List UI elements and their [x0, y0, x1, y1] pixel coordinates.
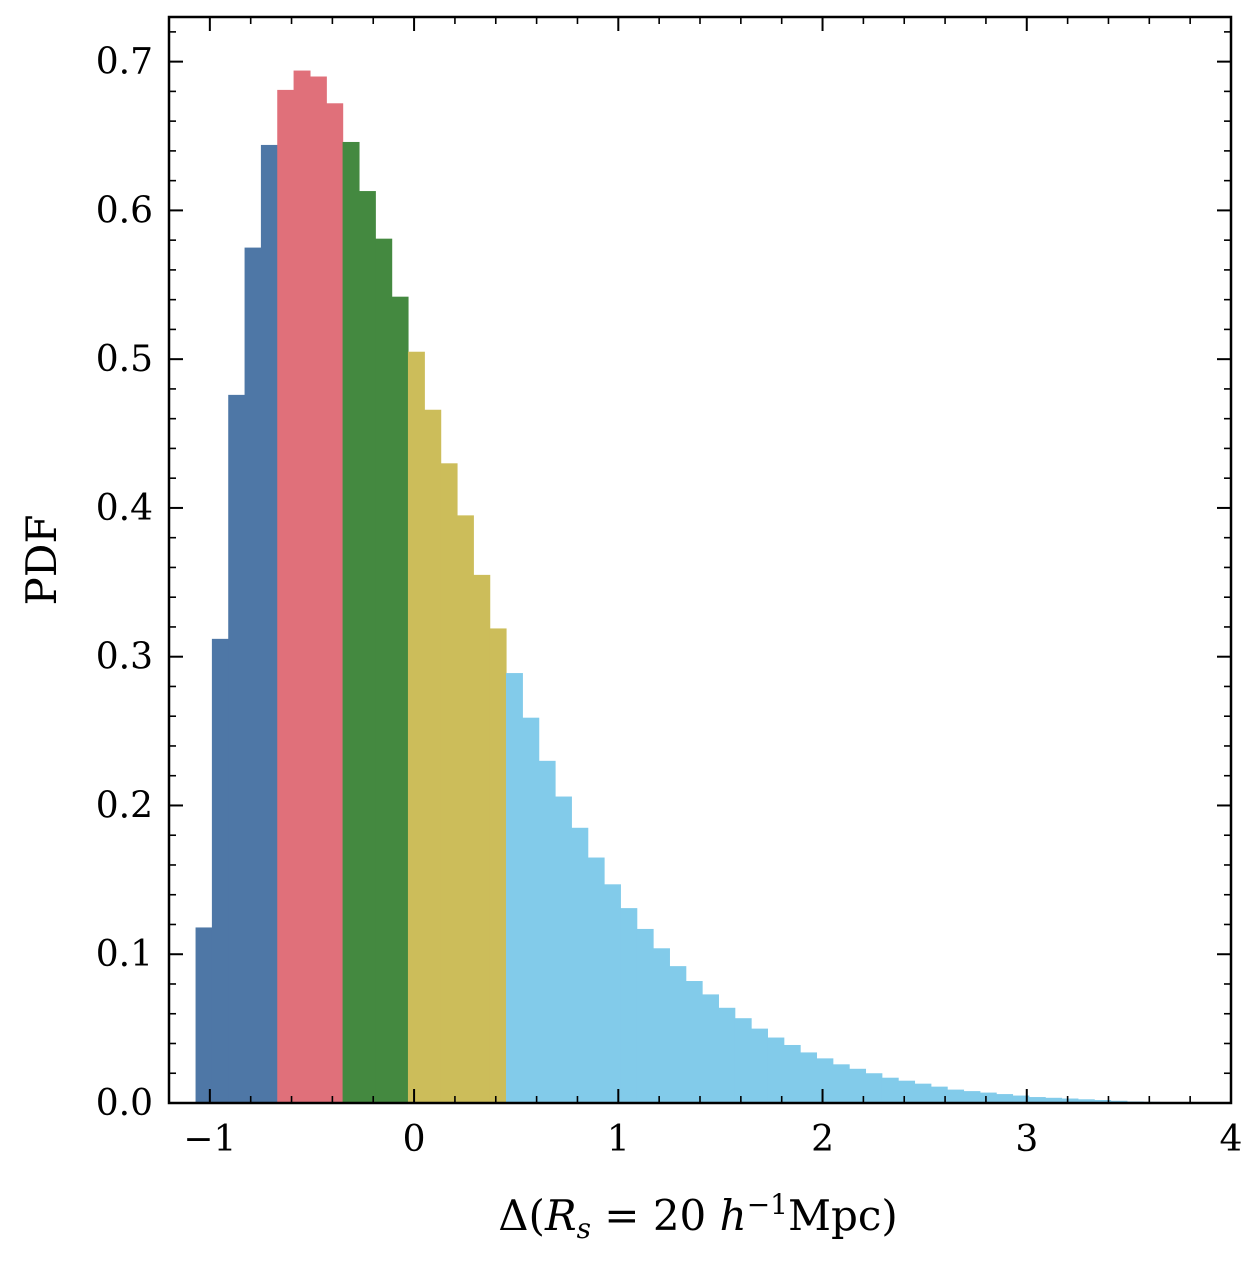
bar-group5-7	[604, 884, 621, 1103]
bar-group1-2	[211, 638, 229, 1103]
bar-group5-32	[1012, 1095, 1030, 1103]
bar-group5-5	[571, 827, 589, 1103]
x-label-sup: −1	[747, 1188, 788, 1221]
bar-group5-2	[522, 717, 540, 1103]
bar-group3-2	[358, 191, 376, 1103]
bar-group5-28	[947, 1089, 965, 1103]
bar-group4-6	[489, 628, 507, 1103]
bar-group5-17	[767, 1037, 785, 1103]
bar-group5-30	[979, 1092, 997, 1103]
bar-group5-35	[1061, 1098, 1079, 1103]
bar-group5-19	[800, 1052, 818, 1103]
bar-group2-2	[293, 70, 311, 1104]
bar-group5-31	[996, 1094, 1014, 1103]
bar-group5-33	[1028, 1097, 1046, 1103]
bar-group5-4	[554, 796, 572, 1103]
x-label-sub: s	[577, 1212, 591, 1245]
bar-group5-1	[505, 673, 523, 1103]
bar-group5-37	[1094, 1100, 1112, 1103]
y-tick-label: 0.7	[96, 42, 153, 83]
y-tick-label: 0.4	[96, 488, 153, 529]
tick-labels: −1 0 1 2 3 4 0.0 0.1 0.2 0.3 0.4 0.5 0.6 0.7	[96, 42, 1243, 1160]
bar-group5-3	[538, 760, 556, 1103]
x-tick-label: 0	[403, 1119, 426, 1160]
y-tick-label: 0.6	[96, 190, 153, 231]
x-label-prefix: Δ(	[498, 1191, 545, 1240]
bar-group1-3	[228, 394, 246, 1103]
bar-group5-10	[653, 948, 670, 1103]
y-tick-label: 0.1	[96, 934, 153, 975]
bar-group4-1	[407, 351, 425, 1103]
bar-group5-27	[930, 1086, 948, 1103]
bar-group5-9	[636, 928, 654, 1103]
bar-group5-29	[963, 1091, 981, 1103]
bar-group2-4	[326, 103, 344, 1104]
histogram-bars	[195, 70, 1232, 1104]
x-label-var: R	[544, 1191, 577, 1240]
bar-group4-5	[473, 574, 491, 1103]
y-tick-label: 0.2	[96, 785, 153, 826]
bar-group5-36	[1077, 1099, 1095, 1103]
bar-group2-3	[309, 76, 327, 1104]
bar-group5-6	[587, 857, 605, 1103]
bar-group3-3	[375, 238, 393, 1103]
bar-group5-23	[865, 1073, 883, 1103]
bar-group1-1	[195, 927, 213, 1103]
plot-frame	[167, 15, 1233, 1105]
bar-group3-4	[391, 296, 409, 1103]
x-tick-label: 4	[1220, 1119, 1243, 1160]
bar-group4-2	[424, 409, 442, 1103]
bar-group5-14	[718, 1007, 736, 1103]
bar-group3-1	[342, 141, 360, 1104]
bar-group5-20	[816, 1058, 834, 1103]
bar-group5-16	[751, 1028, 768, 1103]
x-tick-label: 2	[811, 1119, 834, 1160]
bar-group2-1	[277, 89, 295, 1104]
y-axis-label: PDF	[17, 514, 66, 605]
x-tick-label: 3	[1015, 1119, 1038, 1160]
bar-group5-21	[832, 1064, 850, 1103]
bar-group5-26	[914, 1083, 932, 1103]
x-tick-label: 1	[607, 1119, 630, 1160]
bar-group5-12	[685, 981, 703, 1103]
bar-group4-3	[440, 463, 458, 1103]
bar-group5-8	[620, 908, 638, 1103]
bar-group5-25	[898, 1080, 916, 1103]
bar-group1-5	[260, 144, 278, 1104]
y-tick-label: 0.3	[96, 637, 153, 678]
bar-group5-13	[702, 994, 719, 1103]
x-label-h: h	[720, 1191, 747, 1240]
x-label-unit: Mpc)	[788, 1191, 898, 1240]
y-tick-label: 0.0	[96, 1083, 153, 1124]
bar-group5-11	[669, 966, 687, 1103]
bar-group1-4	[244, 247, 262, 1103]
x-label-eq: = 20	[591, 1191, 720, 1240]
bar-group5-15	[734, 1018, 752, 1103]
bar-group5-18	[783, 1044, 801, 1103]
x-axis-label: Δ(Rs = 20 h−1Mpc)	[498, 1188, 898, 1245]
x-tick-label: −1	[183, 1119, 236, 1160]
bar-group4-4	[456, 515, 474, 1103]
bar-group5-24	[881, 1077, 899, 1103]
bar-group5-22	[849, 1068, 867, 1103]
y-tick-label: 0.5	[96, 339, 153, 380]
bar-group5-34	[1045, 1097, 1063, 1103]
